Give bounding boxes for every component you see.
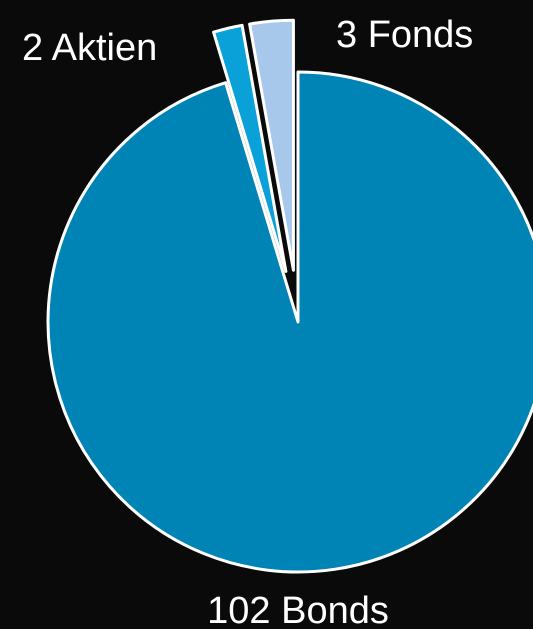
pie-slice-aktien [212, 23, 288, 273]
slice-label-aktien: 2 Aktien [22, 27, 157, 69]
slice-label-bonds: 102 Bonds [207, 590, 389, 629]
slice-label-fonds: 3 Fonds [336, 14, 473, 56]
pie-slice-fonds [248, 18, 295, 272]
pie-slice-bonds [46, 70, 533, 574]
